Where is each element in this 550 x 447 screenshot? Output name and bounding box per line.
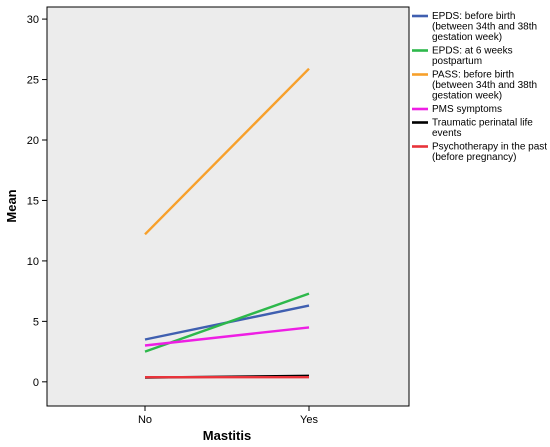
x-axis-title: Mastitis — [203, 428, 251, 443]
y-axis-title: Mean — [4, 189, 19, 222]
legend-label: (between 34th and 38th — [432, 80, 537, 91]
legend-label: PMS symptoms — [432, 104, 502, 115]
legend-item: PASS: before birth(between 34th and 38th… — [412, 70, 537, 102]
legend-item: Psychotherapy in the past(before pregnan… — [412, 142, 547, 163]
y-tick-label: 15 — [27, 195, 39, 207]
legend-label: events — [432, 128, 461, 139]
legend-label: Traumatic perinatal life — [432, 118, 533, 129]
series-line-4 — [144, 326, 310, 347]
series-lines — [144, 67, 310, 379]
legend-label: (before pregnancy) — [432, 152, 517, 163]
y-tick-label: 25 — [27, 75, 39, 87]
y-tick-label: 0 — [33, 377, 39, 389]
x-axis: No Yes — [138, 406, 318, 426]
y-tick-label: 10 — [27, 256, 39, 268]
legend: EPDS: before birth(between 34th and 38th… — [412, 11, 547, 163]
legend-label: gestation week) — [432, 91, 502, 102]
y-tick-label: 30 — [27, 14, 39, 26]
plot-area — [46, 6, 410, 407]
x-tick-label: Yes — [300, 414, 318, 426]
series-line-3 — [144, 67, 310, 236]
x-tick-label: No — [138, 414, 152, 426]
legend-item: PMS symptoms — [412, 104, 502, 115]
legend-label: postpartum — [432, 56, 482, 67]
legend-label: Psychotherapy in the past — [432, 142, 547, 153]
y-axis: 0 5 10 15 20 25 30 — [27, 14, 47, 389]
legend-label: (between 34th and 38th — [432, 22, 537, 33]
legend-label: EPDS: before birth — [432, 11, 515, 22]
y-tick-label: 5 — [33, 316, 39, 328]
legend-item: EPDS: before birth(between 34th and 38th… — [412, 11, 537, 43]
legend-label: gestation week) — [432, 32, 502, 43]
y-tick-label: 20 — [27, 135, 39, 147]
legend-label: PASS: before birth — [432, 70, 514, 81]
legend-label: EPDS: at 6 weeks — [432, 46, 513, 57]
